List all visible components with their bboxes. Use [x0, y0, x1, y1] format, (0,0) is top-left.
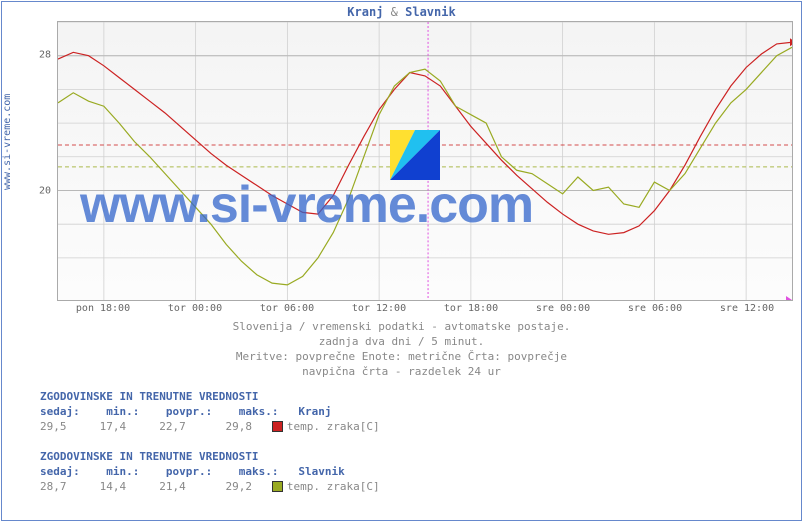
stats-header: ZGODOVINSKE IN TRENUTNE VREDNOSTI [40, 450, 380, 465]
x-axis-ticks: pon 18:00 tor 00:00 tor 06:00 tor 12:00 tor … [57, 303, 793, 317]
y-tick-label: 28 [39, 49, 51, 60]
x-tick-label: sre 00:00 [536, 303, 590, 314]
chart-title: Kranj & Slavnik [0, 5, 803, 19]
stats-labels-row: sedaj: min.: povpr.: maks.: Kranj [40, 405, 380, 420]
x-tick-label: sre 06:00 [628, 303, 682, 314]
y-axis-ticks: 2028 [0, 21, 54, 301]
x-tick-label: tor 18:00 [444, 303, 498, 314]
stats-values-row: 28,7 14,4 21,4 29,2 temp. zraka[C] [40, 480, 380, 495]
x-tick-label: tor 00:00 [168, 303, 222, 314]
x-tick-label: tor 12:00 [352, 303, 406, 314]
stats-block-slavnik: ZGODOVINSKE IN TRENUTNE VREDNOSTI sedaj:… [40, 450, 380, 495]
stats-values-row: 29,5 17,4 22,7 29,8 temp. zraka[C] [40, 420, 380, 435]
caption-line: Slovenija / vremenski podatki - avtomats… [0, 320, 803, 335]
watermark-logo [390, 130, 440, 180]
caption-line: navpična črta - razdelek 24 ur [0, 365, 803, 380]
watermark-text: www.si-vreme.com [80, 175, 533, 235]
caption-line: Meritve: povprečne Enote: metrične Črta:… [0, 350, 803, 365]
title-series-a: Kranj [347, 5, 383, 19]
y-tick-label: 20 [39, 185, 51, 196]
swatch-kranj [272, 421, 283, 432]
caption-line: zadnja dva dni / 5 minut. [0, 335, 803, 350]
title-series-b: Slavnik [405, 5, 456, 19]
stats-labels-row: sedaj: min.: povpr.: maks.: Slavnik [40, 465, 380, 480]
title-ampersand: & [391, 5, 398, 19]
x-tick-label: tor 06:00 [260, 303, 314, 314]
stats-block-kranj: ZGODOVINSKE IN TRENUTNE VREDNOSTI sedaj:… [40, 390, 380, 435]
swatch-slavnik [272, 481, 283, 492]
x-tick-label: sre 12:00 [720, 303, 774, 314]
chart-caption: Slovenija / vremenski podatki - avtomats… [0, 320, 803, 379]
stats-header: ZGODOVINSKE IN TRENUTNE VREDNOSTI [40, 390, 380, 405]
x-tick-label: pon 18:00 [76, 303, 130, 314]
